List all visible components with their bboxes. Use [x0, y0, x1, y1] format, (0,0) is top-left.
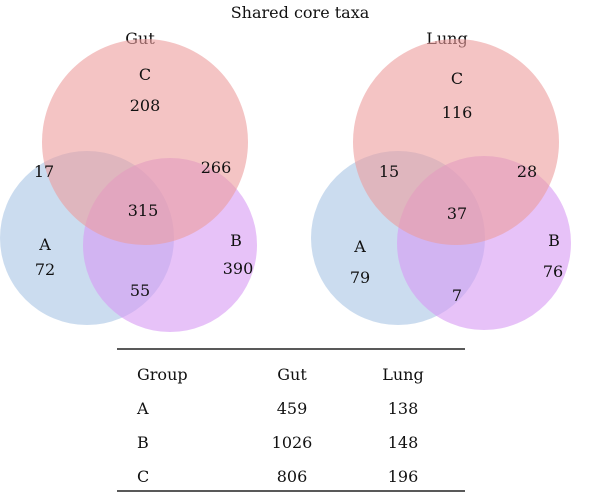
venn-gut-count-b-only: 390 — [223, 259, 254, 278]
table-row-b-gut: 1026 — [272, 433, 313, 452]
venn-lung-set-label-c: C — [451, 69, 463, 88]
table-row-a-group: A — [136, 399, 149, 418]
venn-gut-set-label-c: C — [139, 65, 151, 84]
venn-lung-count-ab: 7 — [452, 286, 462, 305]
venn-gut-count-bc: 266 — [201, 158, 232, 177]
venn-gut-count-ac: 17 — [34, 162, 54, 181]
table-row-c-lung: 196 — [388, 467, 419, 486]
venn-gut-count-a-only: 72 — [35, 260, 55, 279]
venn-gut-set-label-b: B — [230, 231, 242, 250]
summary-table: Group Gut Lung A 459 138 B 1026 148 C 80… — [117, 348, 465, 492]
table-row-a-lung: 138 — [388, 399, 419, 418]
venn-lung-count-abc: 37 — [447, 204, 467, 223]
table-header-gut: Gut — [277, 365, 307, 384]
table-header-group: Group — [137, 365, 188, 384]
venn-gut-count-abc: 315 — [128, 201, 159, 220]
venn-lung-count-ac: 15 — [379, 162, 399, 181]
figure-title: Shared core taxa — [231, 3, 370, 22]
venn-gut-count-c-only: 208 — [130, 96, 161, 115]
venn-gut: Gut C 208 17 266 315 A 72 B 390 55 — [0, 29, 257, 332]
table-row-a-gut: 459 — [277, 399, 308, 418]
venn-lung-circle-c — [353, 39, 559, 245]
table-row-b-lung: 148 — [388, 433, 419, 452]
venn-gut-set-label-a: A — [38, 235, 51, 254]
venn-lung-count-bc: 28 — [517, 162, 537, 181]
table-header-lung: Lung — [382, 365, 423, 384]
table-row-b-group: B — [137, 433, 149, 452]
table-row-c-group: C — [137, 467, 149, 486]
venn-lung-count-b-only: 76 — [543, 262, 563, 281]
venn-lung-count-a-only: 79 — [350, 268, 370, 287]
table-row-c-gut: 806 — [277, 467, 308, 486]
venn-lung-count-c-only: 116 — [442, 103, 473, 122]
venn-gut-count-ab: 55 — [130, 281, 150, 300]
venn-lung-set-label-b: B — [548, 231, 560, 250]
venn-lung-set-label-a: A — [353, 237, 366, 256]
venn-gut-circle-c — [42, 39, 248, 245]
venn-lung: Lung C 116 15 28 37 A 79 B 76 7 — [311, 29, 571, 330]
